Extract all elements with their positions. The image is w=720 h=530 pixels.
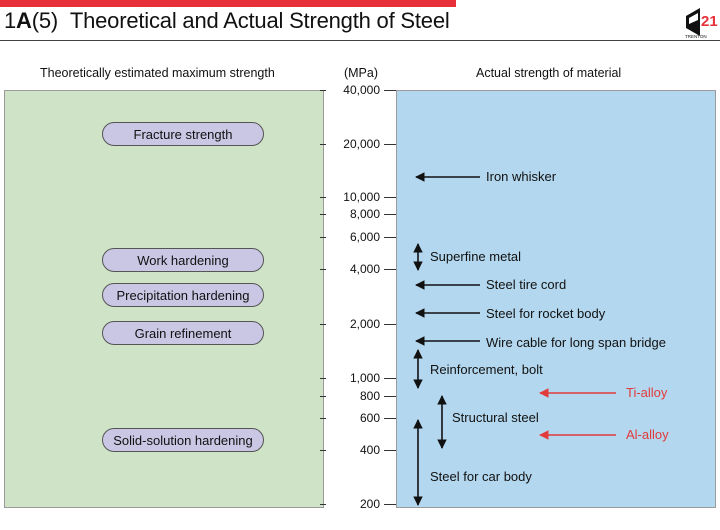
scale-tick-mark — [320, 90, 326, 91]
material-steel-for-car-body: Steel for car body — [430, 469, 532, 484]
logo-number: 21 — [701, 13, 718, 30]
scale-tick-mark — [384, 378, 396, 379]
mechanism-precipitation-hardening: Precipitation hardening — [102, 283, 264, 307]
scale-tick-mark — [384, 237, 396, 238]
scale-tick-label: 400 — [359, 443, 380, 457]
left-panel-header: Theoretically estimated maximum strength — [40, 66, 275, 80]
actual-strength-panel — [396, 90, 716, 508]
scale-tick-label: 20,000 — [343, 137, 380, 151]
scale-tick-mark — [384, 269, 396, 270]
scale-tick-label: 8,000 — [349, 207, 380, 221]
material-structural-steel: Structural steel — [452, 410, 539, 425]
mechanism-solid-solution-hardening: Solid-solution hardening — [102, 428, 264, 452]
material-ti-alloy: Ti-alloy — [626, 385, 668, 400]
scale-tick-mark — [384, 90, 396, 91]
material-wire-cable: Wire cable for long span bridge — [486, 335, 666, 350]
scale-tick-label: 600 — [359, 411, 380, 425]
scale-tick-mark — [320, 324, 326, 325]
unit-label: (MPa) — [343, 66, 379, 80]
scale-tick-mark — [320, 144, 326, 145]
scale-tick-mark — [384, 324, 396, 325]
scale-tick-mark — [384, 214, 396, 215]
scale-tick-mark — [320, 269, 326, 270]
title-text: Theoretical and Actual Strength of Steel — [69, 8, 450, 33]
material-reinforcement-bolt: Reinforcement, bolt — [430, 362, 543, 377]
title-divider — [0, 40, 720, 41]
scale-tick-mark — [320, 237, 326, 238]
material-al-alloy: Al-alloy — [626, 427, 669, 442]
material-iron-whisker: Iron whisker — [486, 169, 557, 184]
title-section: (5) — [31, 8, 59, 33]
scale-tick-mark — [320, 378, 326, 379]
scale-tick-mark — [384, 450, 396, 451]
scale-tick-mark — [320, 450, 326, 451]
logo-text: TRENTON — [685, 34, 707, 39]
scale-tick-mark — [384, 418, 396, 419]
brand-logo: 21 TRENTON — [685, 8, 718, 39]
title-letter: A — [16, 8, 32, 33]
scale-tick-label: 4,000 — [349, 262, 380, 276]
scale-tick-label: 40,000 — [343, 83, 380, 97]
scale-tick-label: 2,000 — [349, 317, 380, 331]
scale-tick-mark — [320, 418, 326, 419]
scale-tick-mark — [384, 197, 396, 198]
right-panel-header: Actual strength of material — [476, 66, 622, 80]
scale-tick-label: 6,000 — [349, 230, 380, 244]
material-superfine-metal: Superfine metal — [430, 249, 522, 264]
scale-tick-mark — [384, 144, 396, 145]
material-steel-for-rocket-body: Steel for rocket body — [486, 306, 606, 321]
material-steel-tire-cord: Steel tire cord — [486, 277, 567, 292]
accent-bar — [0, 0, 456, 7]
page-title: 1A(5) Theoretical and Actual Strength of… — [4, 8, 450, 34]
scale-tick-label: 1,000 — [349, 371, 380, 385]
scale-tick-label: 10,000 — [343, 190, 380, 204]
scale-tick-label: 200 — [359, 497, 380, 511]
title-number: 1 — [4, 8, 17, 33]
mechanism-grain-refinement: Grain refinement — [102, 321, 264, 345]
scale-tick-mark — [384, 504, 396, 505]
mechanism-fracture-strength: Fracture strength — [102, 122, 264, 146]
scale-tick-mark — [320, 504, 326, 505]
mechanism-work-hardening: Work hardening — [102, 248, 264, 272]
scale-tick-mark — [320, 197, 326, 198]
scale-tick-mark — [320, 214, 326, 215]
scale-tick-mark — [320, 396, 326, 397]
scale-tick-label: 800 — [359, 389, 380, 403]
scale-tick-mark — [384, 396, 396, 397]
